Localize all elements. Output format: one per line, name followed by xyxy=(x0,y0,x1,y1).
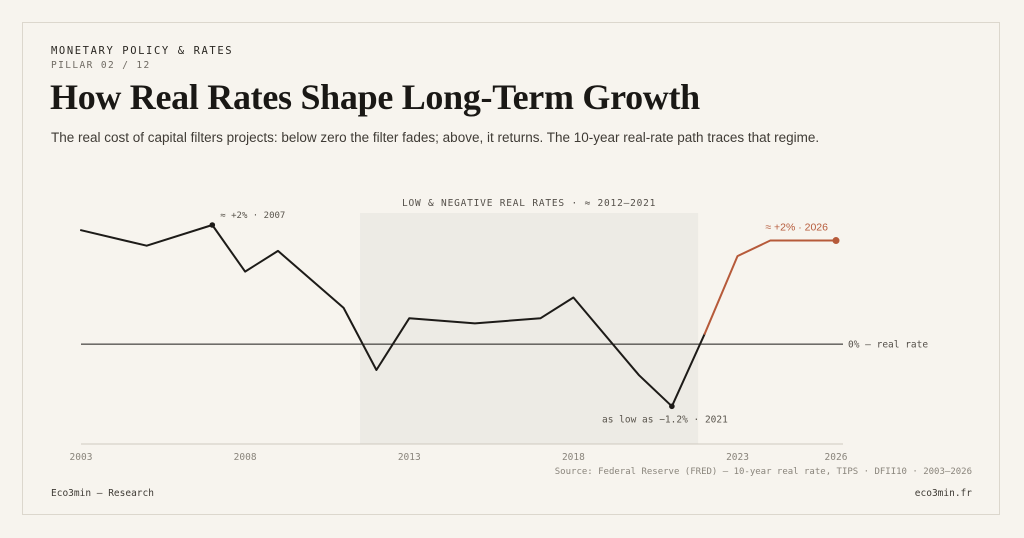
source-note: Source: Federal Reserve (FRED) — 10-year… xyxy=(554,467,972,477)
page-title: How Real Rates Shape Long-Term Growth xyxy=(50,77,700,117)
annotation-point xyxy=(209,222,216,228)
annotation-label: ≈ +2% · 2026 xyxy=(765,222,828,234)
x-tick-label: 2023 xyxy=(726,452,749,463)
shaded-region-label: LOW & NEGATIVE REAL RATES · ≈ 2012–2021 xyxy=(402,198,656,209)
card-frame xyxy=(22,22,1000,515)
pillar-label: PILLAR 02 / 12 xyxy=(51,60,151,71)
annotation-point xyxy=(669,403,675,410)
annotation-point xyxy=(832,237,840,245)
zero-baseline-label: 0% — real rate xyxy=(848,340,928,351)
x-tick-label: 2003 xyxy=(70,452,93,463)
shaded-region xyxy=(360,213,699,444)
series-group xyxy=(80,224,837,408)
subtitle: The real cost of capital filters project… xyxy=(51,130,820,145)
kicker: MONETARY POLICY & RATES xyxy=(51,45,234,57)
x-tick-label: 2018 xyxy=(562,452,585,463)
x-tick-label: 2013 xyxy=(398,452,421,463)
x-tick-label: 2026 xyxy=(825,452,848,463)
footer-brand: Eco3min — Research xyxy=(51,488,154,499)
x-tick-label: 2008 xyxy=(234,452,257,463)
annotation-label: as low as −1.2% · 2021 xyxy=(602,414,728,425)
series-line-projection xyxy=(703,239,837,335)
annotations-group: ≈ +2% · 2007 as low as −1.2% · 2021 ≈ +2% … xyxy=(209,211,840,425)
footer-link[interactable]: eco3min.fr xyxy=(914,488,972,499)
annotation-label: ≈ +2% · 2007 xyxy=(220,211,285,221)
series-line-historical xyxy=(80,224,706,408)
x-tick-labels: 2003 2008 2013 2018 2023 2026 xyxy=(70,452,848,463)
